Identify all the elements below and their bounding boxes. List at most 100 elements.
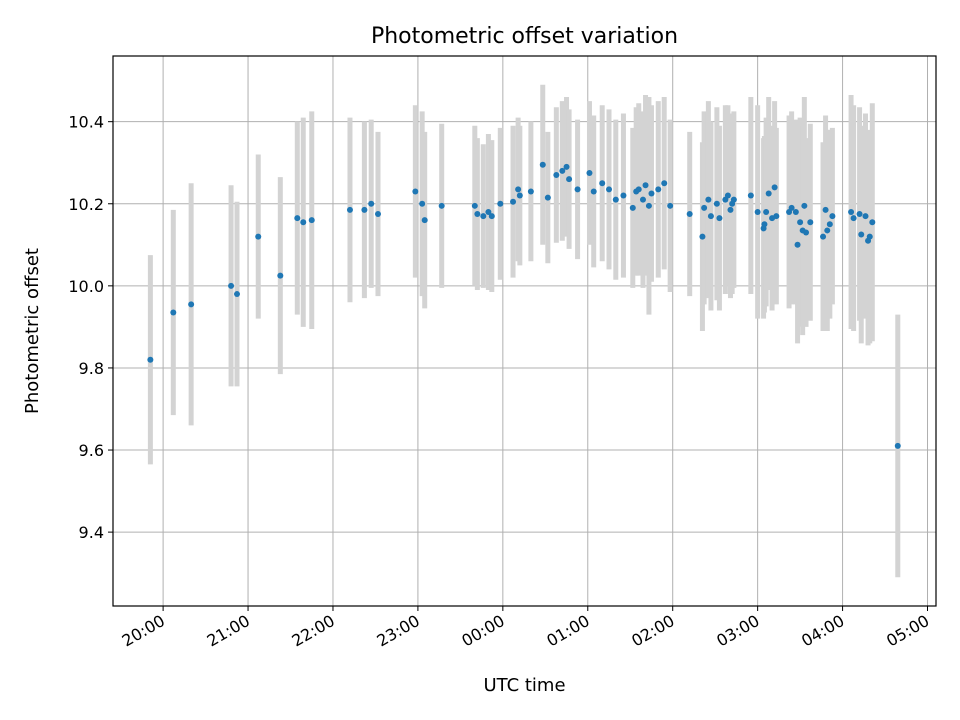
data-point <box>869 219 876 226</box>
y-tick-label: 9.6 <box>79 441 104 460</box>
data-point <box>724 192 731 199</box>
data-point <box>586 169 593 176</box>
y-tick-label: 10.2 <box>68 195 104 214</box>
data-point <box>803 229 810 236</box>
data-point <box>824 227 831 234</box>
x-axis-label: UTC time <box>483 675 565 696</box>
data-point <box>661 180 668 187</box>
data-point <box>858 231 865 238</box>
data-point <box>822 206 829 213</box>
data-point <box>761 221 768 228</box>
data-point <box>771 184 778 191</box>
data-point <box>635 186 642 193</box>
data-point <box>645 202 652 209</box>
y-tick-label: 9.8 <box>79 359 104 378</box>
data-point <box>754 208 761 215</box>
data-points <box>147 161 901 449</box>
data-point <box>539 161 546 168</box>
data-point <box>563 163 570 170</box>
data-point <box>829 213 836 220</box>
chart-title: Photometric offset variation <box>371 24 678 49</box>
data-point <box>794 241 801 248</box>
y-axis-label: Photometric offset <box>22 248 43 414</box>
data-point <box>510 198 517 205</box>
data-point <box>485 208 492 215</box>
data-point <box>308 217 315 224</box>
data-point <box>648 190 655 197</box>
data-point <box>707 213 714 220</box>
data-point <box>747 192 754 199</box>
data-point <box>515 186 522 193</box>
data-point <box>826 221 833 228</box>
data-point <box>716 215 723 222</box>
data-point <box>228 282 235 289</box>
data-point <box>419 200 426 207</box>
data-point <box>856 211 863 218</box>
data-point <box>170 309 177 316</box>
y-tick-label: 10.0 <box>68 277 104 296</box>
data-point <box>488 213 495 220</box>
data-point <box>701 204 708 211</box>
data-point <box>346 206 353 213</box>
data-point <box>361 206 368 213</box>
data-point <box>480 213 487 220</box>
data-point <box>606 186 613 193</box>
data-point <box>629 204 636 211</box>
data-point <box>639 196 646 203</box>
data-point <box>730 196 737 203</box>
data-point <box>765 190 772 197</box>
data-point <box>866 233 873 240</box>
data-point <box>599 180 606 187</box>
data-point <box>705 196 712 203</box>
data-point <box>527 188 534 195</box>
data-point <box>686 211 693 218</box>
data-point <box>147 356 154 363</box>
data-point <box>807 219 814 226</box>
data-point <box>848 208 855 215</box>
y-tick-label: 9.4 <box>79 523 104 542</box>
data-point <box>612 196 619 203</box>
data-point <box>820 233 827 240</box>
data-point <box>368 200 375 207</box>
data-point <box>421 217 428 224</box>
data-point <box>667 202 674 209</box>
data-point <box>699 233 706 240</box>
data-point <box>471 202 478 209</box>
data-point <box>497 200 504 207</box>
data-point <box>474 211 481 218</box>
data-point <box>792 208 799 215</box>
data-point <box>590 188 597 195</box>
data-point <box>438 202 445 209</box>
data-point <box>277 272 284 279</box>
data-point <box>374 211 381 218</box>
data-point <box>544 194 551 201</box>
data-point <box>188 301 195 308</box>
data-point <box>763 208 770 215</box>
y-tick-label: 10.4 <box>68 113 104 132</box>
data-point <box>850 215 857 222</box>
data-point <box>294 215 301 222</box>
data-point <box>713 200 720 207</box>
data-point <box>788 204 795 211</box>
data-point <box>801 202 808 209</box>
data-point <box>773 213 780 220</box>
plot-frame <box>112 55 937 607</box>
data-point <box>559 167 566 174</box>
y-axis-ticks: 9.4 9.6 9.8 10.0 10.2 10.4 <box>68 113 113 542</box>
data-point <box>574 186 581 193</box>
data-point <box>566 176 573 183</box>
data-point <box>412 188 419 195</box>
data-point <box>655 186 662 193</box>
data-point <box>620 192 627 199</box>
data-point <box>727 206 734 213</box>
data-point <box>255 233 262 240</box>
data-point <box>516 192 523 199</box>
data-point <box>553 172 560 179</box>
data-point <box>797 219 804 226</box>
data-point <box>234 291 241 298</box>
data-point <box>862 213 869 220</box>
data-point <box>894 442 901 449</box>
data-point <box>642 182 649 189</box>
